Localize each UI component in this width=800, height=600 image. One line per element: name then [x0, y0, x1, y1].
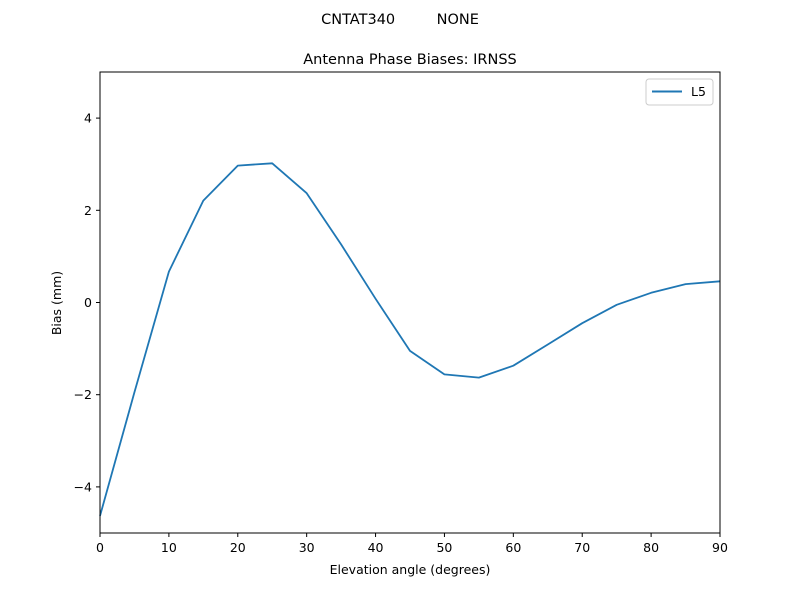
x-tick-label: 0 [96, 540, 104, 555]
series-layer [99, 162, 721, 517]
chart-title: Antenna Phase Biases: IRNSS [303, 52, 517, 68]
y-tick-label: −2 [74, 387, 92, 402]
series-line-l5 [99, 162, 721, 517]
y-tick-label: 2 [84, 203, 92, 218]
y-tick-label: 4 [84, 111, 92, 126]
x-tick-label: 20 [230, 540, 246, 555]
x-tick-label: 90 [712, 540, 728, 555]
x-tick-label: 10 [161, 540, 177, 555]
x-axis-ticks: 0 10 20 30 40 50 60 70 80 90 [96, 533, 728, 555]
x-tick-label: 30 [299, 540, 315, 555]
x-tick-label: 40 [368, 540, 384, 555]
x-tick-label: 80 [643, 540, 659, 555]
y-axis-ticks: −4 −2 0 2 4 [74, 111, 100, 494]
axes-frame [99, 71, 721, 534]
legend: L5 [645, 78, 714, 106]
x-tick-label: 50 [436, 540, 452, 555]
y-tick-label: −4 [74, 479, 92, 494]
x-tick-label: 60 [505, 540, 521, 555]
plot-area [99, 71, 721, 534]
legend-label: L5 [691, 84, 706, 99]
x-axis-label: Elevation angle (degrees) [330, 562, 491, 577]
y-tick-label: 0 [84, 295, 92, 310]
x-tick-label: 70 [574, 540, 590, 555]
y-axis-label: Bias (mm) [49, 271, 64, 335]
figure-suptitle: CNTAT340 NONE [321, 12, 479, 28]
